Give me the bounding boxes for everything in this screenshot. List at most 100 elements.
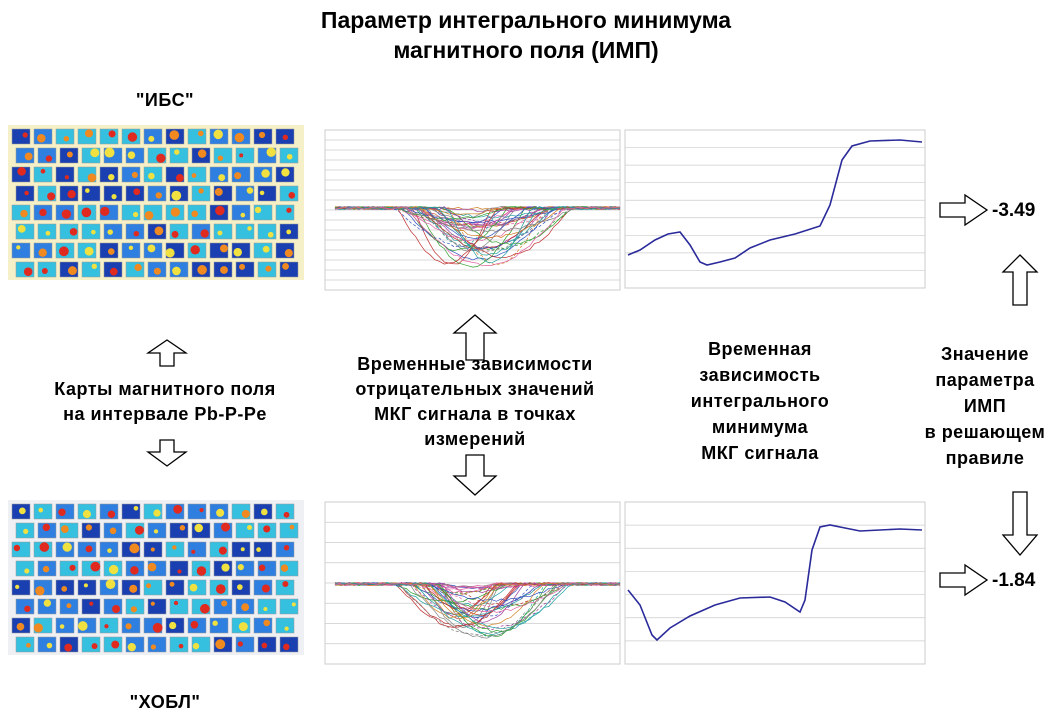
map-spot xyxy=(89,602,93,606)
map-spot xyxy=(156,154,165,163)
arrow-up xyxy=(1003,255,1037,305)
map-spot xyxy=(151,644,156,649)
title-line: Параметр интегрального минимума xyxy=(321,7,731,33)
map-spot xyxy=(288,192,295,199)
map-spot xyxy=(24,606,30,612)
map-spot xyxy=(190,245,199,254)
map-spot xyxy=(92,643,98,649)
map-spot xyxy=(132,172,138,178)
map-spot xyxy=(112,605,120,613)
map-spot xyxy=(69,565,75,571)
map-spot xyxy=(256,547,261,552)
map-spot xyxy=(24,191,28,195)
map-spot xyxy=(19,507,26,514)
map-tile xyxy=(122,504,140,519)
map-spot xyxy=(129,543,139,553)
map-spot xyxy=(82,208,92,218)
map-spot xyxy=(25,153,33,161)
map-tile xyxy=(280,599,298,614)
caption-line: Карты магнитного поля xyxy=(54,379,275,399)
caption-line: МКГ сигнала в точках xyxy=(374,404,576,424)
map-tile xyxy=(280,262,298,277)
map-spot xyxy=(165,248,174,257)
caption-line: правиле xyxy=(946,448,1025,468)
map-spot xyxy=(292,602,296,606)
map-spot xyxy=(35,586,44,595)
map-tile xyxy=(78,580,96,595)
map-spot xyxy=(43,524,50,531)
map-tile xyxy=(56,618,74,633)
map-spot xyxy=(26,643,31,648)
map-spot xyxy=(34,623,43,632)
map-spot xyxy=(176,174,184,182)
map-spot xyxy=(282,581,288,587)
map-spot xyxy=(259,565,266,572)
map-spot xyxy=(130,566,138,574)
map-spot xyxy=(215,639,225,649)
map-spot xyxy=(44,599,51,606)
map-spot xyxy=(129,585,137,593)
map-tile xyxy=(188,504,206,519)
map-spot xyxy=(191,550,195,554)
map-spot xyxy=(259,132,265,138)
map-spot xyxy=(262,584,270,592)
map-spot xyxy=(154,268,161,275)
arrow-up xyxy=(148,340,186,366)
map-spot xyxy=(240,213,245,218)
map-spot xyxy=(109,565,118,574)
map-spot xyxy=(107,229,113,235)
map-spot xyxy=(198,131,204,137)
map-spot xyxy=(108,248,115,255)
group-label: "ИБС" xyxy=(136,90,194,110)
arrow-down xyxy=(148,440,186,466)
map-spot xyxy=(67,190,75,198)
map-spot xyxy=(255,207,261,213)
map-spot xyxy=(128,151,136,159)
map-tile xyxy=(122,243,140,258)
map-spot xyxy=(151,602,155,606)
caption-line: минимума xyxy=(712,417,809,437)
map-spot xyxy=(46,155,52,161)
map-spot xyxy=(86,546,93,553)
map-tile xyxy=(166,580,184,595)
map-tile xyxy=(16,637,34,652)
map-spot xyxy=(148,563,157,572)
map-spot xyxy=(61,525,69,533)
map-spot xyxy=(241,547,245,551)
map-spot xyxy=(42,268,48,274)
map-spot xyxy=(192,173,197,178)
map-spot xyxy=(193,643,199,649)
map-spot xyxy=(216,509,224,517)
map-spot xyxy=(286,208,291,213)
map-spot xyxy=(177,569,181,573)
map-spot xyxy=(283,135,288,140)
map-spot xyxy=(84,583,88,587)
map-tile xyxy=(34,504,52,519)
map-spot xyxy=(107,548,112,553)
arrow-down xyxy=(1003,492,1037,555)
map-tile xyxy=(56,167,74,182)
map-spot xyxy=(134,231,139,236)
map-spot xyxy=(146,583,151,588)
map-spot xyxy=(66,603,71,608)
map-spot xyxy=(109,130,116,137)
map-spot xyxy=(133,212,138,217)
map-spot xyxy=(283,644,289,650)
map-spot xyxy=(92,264,97,269)
map-spot xyxy=(151,548,155,552)
map-spot xyxy=(198,149,206,157)
map-tile xyxy=(144,580,162,595)
map-tile xyxy=(126,262,144,277)
map-spot xyxy=(241,603,249,611)
map-spot xyxy=(135,526,144,535)
map-spot xyxy=(172,267,181,276)
map-spot xyxy=(221,600,227,606)
map-tile xyxy=(82,262,100,277)
map-tile xyxy=(16,561,34,576)
map-tile xyxy=(280,186,298,201)
map-spot xyxy=(169,130,179,140)
map-spot xyxy=(65,175,69,179)
map-spot xyxy=(172,231,179,238)
map-spot xyxy=(263,620,270,627)
map-tile xyxy=(12,580,30,595)
